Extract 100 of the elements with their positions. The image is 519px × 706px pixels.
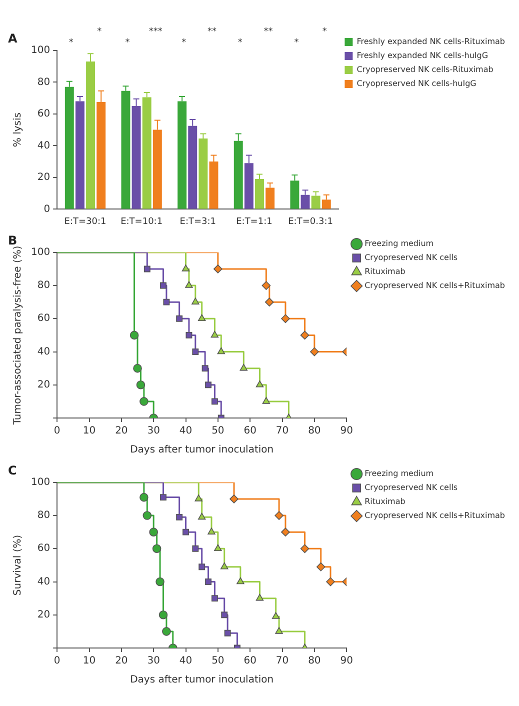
y-tick-label: 80 <box>37 76 50 88</box>
y-tick-label: 60 <box>37 108 50 120</box>
point <box>210 330 219 338</box>
point <box>130 330 139 340</box>
point <box>152 544 162 554</box>
point <box>142 511 152 520</box>
point <box>140 492 148 502</box>
point <box>300 330 310 340</box>
point <box>310 347 319 356</box>
text: * <box>294 38 300 48</box>
y-tick-label: 0 <box>44 204 50 215</box>
point <box>198 314 206 322</box>
y-axis-title: Survival (%) <box>12 534 24 596</box>
y-tick-label: 60 <box>37 313 50 324</box>
chart-title: A <box>8 31 18 46</box>
point <box>176 514 183 520</box>
x-tick-label: 80 <box>308 656 321 667</box>
x-tick-label: E:T=3:1 <box>180 216 216 227</box>
point <box>275 627 283 634</box>
point <box>224 630 231 636</box>
x-tick-label: E:T=30:1 <box>64 216 106 227</box>
x-tick-label: 40 <box>179 426 192 437</box>
legend-label: Cryopreserved NK cells-Rituximab <box>356 65 494 74</box>
point <box>160 282 166 289</box>
point <box>211 398 218 405</box>
x-tick-label: 20 <box>115 426 128 437</box>
point <box>163 298 170 306</box>
point <box>198 564 206 570</box>
y-axis-title: Tumor-associated paralysis-free (%) <box>12 246 24 426</box>
point <box>136 380 146 390</box>
x-tick-label: 10 <box>82 426 96 437</box>
point <box>214 544 222 552</box>
text: * <box>238 38 243 48</box>
y-tick-label: 40 <box>37 346 50 358</box>
y-tick-label: 100 <box>30 44 50 56</box>
point <box>274 511 284 520</box>
point <box>205 578 212 585</box>
x-tick-label: 10 <box>82 656 96 667</box>
point <box>133 364 142 373</box>
text: ** <box>207 27 217 38</box>
point <box>256 594 264 601</box>
point <box>185 281 193 288</box>
point <box>281 314 290 324</box>
point <box>316 562 326 572</box>
x-tick-label: 50 <box>212 426 224 437</box>
chart-title: B <box>8 233 18 248</box>
y-tick-label: 40 <box>37 576 50 588</box>
point <box>192 545 199 552</box>
point <box>202 365 208 372</box>
point <box>300 544 310 554</box>
x-tick-label: 60 <box>244 656 256 667</box>
point <box>182 264 190 272</box>
text: *** <box>148 27 163 38</box>
legend-label: Rituximab <box>364 267 406 276</box>
point <box>186 332 192 338</box>
x-tick-label: 80 <box>308 426 321 437</box>
y-tick-label: 20 <box>37 172 50 184</box>
point <box>176 315 183 322</box>
legend-label: Cryopreserved NK cells <box>364 483 458 492</box>
point <box>205 382 212 388</box>
legend-label: Freshly expanded NK cells-Rituximab <box>356 37 506 46</box>
y-axis-title: % lysis <box>12 112 24 148</box>
text: * <box>322 27 328 38</box>
x-tick-label: 20 <box>115 656 128 667</box>
point <box>149 528 158 536</box>
point <box>236 577 244 584</box>
x-tick-label: 70 <box>276 656 289 667</box>
legend-label: Freezing medium <box>364 469 434 478</box>
legend-label: Freshly expanded NK cells-huIgG <box>356 51 488 60</box>
point <box>198 512 206 520</box>
legend-label: Rituximab <box>364 497 406 506</box>
point <box>144 266 150 272</box>
point <box>220 562 228 570</box>
y-tick-label: 20 <box>37 609 50 620</box>
text: * <box>125 38 130 48</box>
y-tick-label: 40 <box>37 140 50 152</box>
point <box>262 397 270 404</box>
y-tick-label: 100 <box>30 246 50 258</box>
x-axis-title: Days after tumor inoculation <box>130 444 274 456</box>
point <box>160 494 166 501</box>
y-tick-label: 20 <box>37 379 50 390</box>
point <box>194 494 202 502</box>
legend-label: Cryopreserved NK cells <box>364 253 458 262</box>
x-tick-label: 90 <box>340 426 353 437</box>
x-tick-label: 90 <box>340 656 353 667</box>
x-tick-label: E:T=10:1 <box>120 216 163 227</box>
x-tick-label: 50 <box>212 656 224 667</box>
legend-label: Cryopreserved NK cells+Rituximab <box>364 281 506 290</box>
y-tick-label: 60 <box>37 543 50 554</box>
point <box>217 347 226 354</box>
point <box>192 348 199 355</box>
x-tick-label: 60 <box>244 426 256 437</box>
x-tick-label: 70 <box>276 426 289 437</box>
text: * <box>182 38 187 48</box>
point <box>214 264 222 274</box>
point <box>272 612 280 619</box>
chart-title: C <box>8 463 17 478</box>
point <box>208 528 216 534</box>
x-tick-label: 40 <box>179 656 192 667</box>
legend-label: Freezing medium <box>364 239 434 248</box>
